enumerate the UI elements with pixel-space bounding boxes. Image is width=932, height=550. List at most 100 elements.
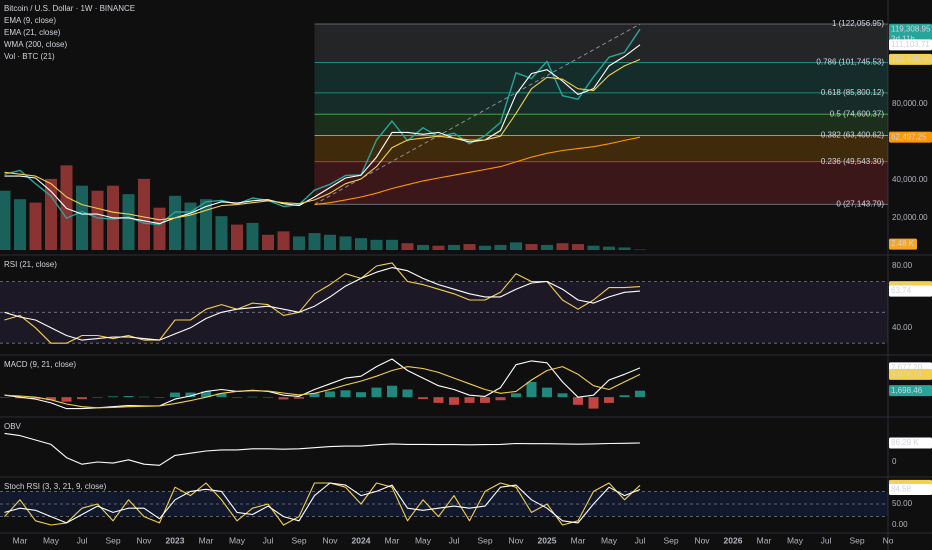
series-line — [4, 28, 641, 226]
x-tick-label: Sep — [663, 535, 678, 545]
macd-histogram-bar — [170, 392, 180, 398]
volume-bar — [587, 245, 600, 250]
volume-bar — [432, 245, 445, 250]
series-line — [4, 267, 641, 341]
x-tick-label: Mar — [757, 535, 772, 545]
macd-histogram-bar — [30, 397, 41, 400]
macd-histogram-bar — [139, 396, 149, 398]
macd-histogram-bar — [46, 397, 56, 401]
volume-bar — [603, 246, 615, 250]
x-tick-label: May — [601, 535, 618, 545]
volume-bar — [417, 244, 429, 250]
macd-histogram-bar — [309, 393, 320, 398]
series-line — [4, 58, 641, 221]
x-tick-label: Mar — [571, 535, 586, 545]
fib-zone — [314, 161, 888, 205]
macd-histogram-bar — [185, 392, 196, 398]
volume-bar — [463, 244, 476, 250]
volume-bar — [153, 207, 166, 250]
macd-histogram-bar — [387, 385, 397, 398]
fib-zone — [314, 135, 888, 162]
fib-label: 0 (27,143.79) — [836, 199, 884, 208]
y-tick-label: 80.00 — [892, 261, 913, 270]
x-tick-label: 2023 — [166, 535, 185, 545]
price-label: 84.58 — [891, 485, 912, 494]
volume-bar — [0, 190, 11, 250]
macd-histogram-bar — [340, 390, 351, 398]
volume-bar — [246, 222, 259, 250]
macd-histogram-bar — [201, 391, 211, 398]
price-label-box — [889, 437, 932, 449]
y-tick-label: 0.00 — [892, 520, 908, 529]
fib-label: 0.382 (63,400.62) — [821, 131, 884, 140]
series-line — [4, 482, 641, 526]
volume-bar — [448, 244, 460, 250]
macd-histogram-bar — [418, 397, 428, 400]
price-label-box — [889, 285, 932, 297]
macd-histogram-bar — [526, 381, 537, 398]
price-label: 5,978.74 — [891, 369, 923, 378]
legend-entry: EMA (21, close) — [4, 28, 61, 37]
volume-bar — [525, 244, 538, 250]
price-label: 63.74 — [891, 286, 912, 295]
volume-bar — [355, 238, 367, 250]
pane-title: Bitcoin / U.S. Dollar · 1W · BINANCE — [4, 4, 135, 13]
macd-histogram-bar — [108, 396, 118, 398]
fib-label: 0.786 (101,745.53) — [816, 58, 884, 67]
macd-histogram-bar — [61, 397, 72, 402]
price-label-box — [889, 53, 932, 65]
x-tick-label: Mar — [199, 535, 214, 545]
volume-label-box — [889, 238, 917, 250]
price-label: 7,677.20 — [891, 363, 923, 372]
price-label-box — [889, 131, 932, 143]
x-tick-label: May — [787, 535, 804, 545]
volume-bar — [215, 216, 228, 250]
macd-histogram-bar — [557, 393, 568, 398]
x-tick-label: May — [229, 535, 246, 545]
x-tick-label: Mar — [13, 535, 28, 545]
x-tick-label: Jul — [449, 535, 460, 545]
y-tick-label: 80,000.00 — [892, 99, 928, 108]
price-label-box — [889, 483, 932, 495]
volume-bar — [541, 244, 553, 250]
x-tick-label: Sep — [291, 535, 306, 545]
volume-bar — [200, 199, 212, 250]
volume-bar — [277, 231, 290, 250]
fib-label: 1 (122,056.95) — [832, 19, 884, 28]
volume-bar — [494, 244, 507, 250]
series-line — [4, 432, 641, 466]
legend-entry: Vol · BTC (21) — [4, 52, 55, 61]
pane: MACD (9, 21, close) — [0, 358, 645, 410]
pane-title: Stoch RSI (3, 3, 21, 9, close) — [4, 482, 107, 491]
price-label-box — [889, 385, 932, 397]
fib-label: 0.618 (85,800.12) — [821, 88, 884, 97]
legend-entry: WMA (200, close) — [4, 40, 67, 49]
x-tick-label: Nov — [694, 535, 710, 545]
series-line — [4, 262, 641, 344]
fib-trend-line — [314, 23, 641, 205]
volume-label: 2.48 K — [891, 239, 915, 248]
macd-histogram-bar — [294, 397, 304, 399]
volume-bar — [138, 178, 150, 250]
volume-bar — [572, 244, 584, 250]
x-tick-label: Sep — [477, 535, 492, 545]
volume-bar — [262, 234, 274, 250]
fib-zone — [314, 24, 888, 63]
series-line — [4, 358, 641, 410]
macd-histogram-bar — [356, 392, 366, 398]
price-label: 119,308.95 — [891, 24, 931, 33]
series-line — [4, 44, 641, 225]
volume-bar — [293, 236, 305, 250]
macd-histogram-bar — [77, 397, 87, 400]
macd-histogram-bar — [495, 397, 506, 401]
volume-bar — [618, 247, 631, 250]
x-tick-label: 2025 — [538, 535, 557, 545]
pane: 50.00 0.00 Stoch RSI (3, 3, 21, 9, close) — [0, 482, 913, 529]
macd-histogram-bar — [371, 387, 382, 398]
x-tick-label: Jul — [77, 535, 88, 545]
volume-bar — [91, 190, 104, 250]
x-tick-label: Nov — [508, 535, 524, 545]
fib-label: 0.236 (49,543.30) — [821, 157, 884, 166]
